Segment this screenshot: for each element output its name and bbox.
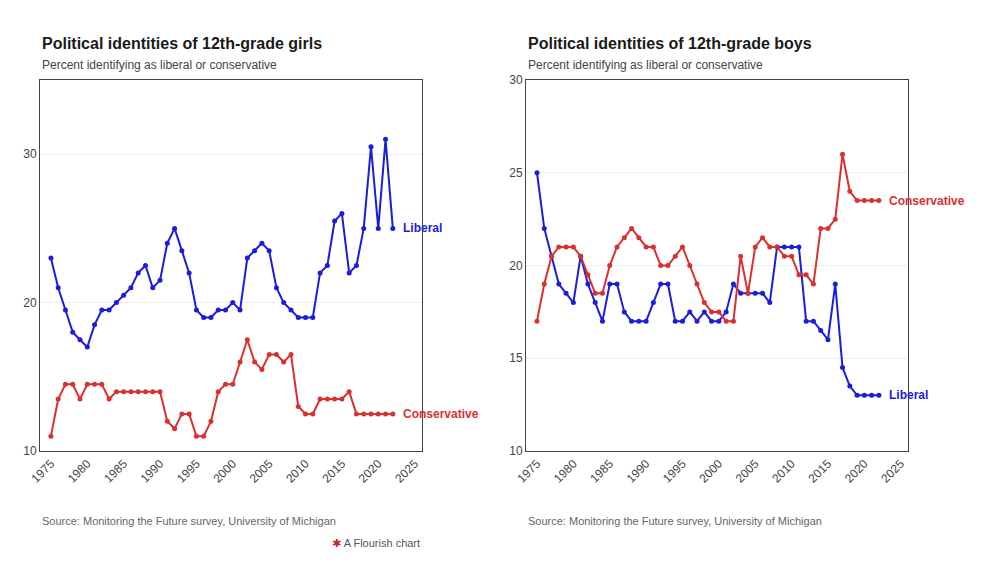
svg-text:Source: Monitoring the Future: Source: Monitoring the Future survey, Un…: [528, 515, 822, 527]
svg-text:2025: 2025: [878, 457, 907, 486]
svg-text:20: 20: [23, 296, 37, 310]
svg-text:Percent identifying as liberal: Percent identifying as liberal or conser…: [42, 58, 277, 72]
svg-text:10: 10: [509, 444, 523, 458]
svg-text:Source: Monitoring the Future: Source: Monitoring the Future survey, Un…: [42, 515, 336, 527]
svg-text:15: 15: [509, 351, 523, 365]
svg-text:Conservative: Conservative: [403, 407, 479, 421]
svg-text:1975: 1975: [28, 457, 57, 486]
svg-text:2010: 2010: [283, 457, 312, 486]
svg-text:2025: 2025: [392, 457, 421, 486]
svg-text:10: 10: [23, 444, 37, 458]
svg-text:1975: 1975: [515, 457, 544, 486]
svg-text:1995: 1995: [660, 457, 689, 486]
svg-text:2020: 2020: [842, 457, 871, 486]
svg-text:1990: 1990: [138, 457, 167, 486]
svg-text:Conservative: Conservative: [889, 194, 965, 208]
svg-text:1990: 1990: [624, 457, 653, 486]
svg-text:30: 30: [509, 73, 523, 87]
svg-text:1980: 1980: [551, 457, 580, 486]
svg-text:25: 25: [509, 166, 523, 180]
svg-text:1985: 1985: [587, 457, 616, 486]
svg-text:2000: 2000: [210, 457, 239, 486]
svg-text:20: 20: [509, 259, 523, 273]
svg-text:Political identities of 12th-g: Political identities of 12th-grade girls: [42, 35, 322, 52]
svg-text:2015: 2015: [319, 457, 348, 486]
svg-text:2005: 2005: [733, 457, 762, 486]
svg-text:Liberal: Liberal: [889, 388, 928, 402]
svg-text:2015: 2015: [806, 457, 835, 486]
svg-text:Liberal: Liberal: [403, 221, 442, 235]
svg-text:1995: 1995: [174, 457, 203, 486]
svg-text:2005: 2005: [247, 457, 276, 486]
svg-text:1985: 1985: [101, 457, 130, 486]
svg-text:Political identities of 12th-g: Political identities of 12th-grade boys: [528, 35, 812, 52]
svg-text:1980: 1980: [65, 457, 94, 486]
svg-text:Percent identifying as liberal: Percent identifying as liberal or conser…: [528, 58, 763, 72]
svg-text:30: 30: [23, 147, 37, 161]
svg-text:2000: 2000: [696, 457, 725, 486]
svg-text:2020: 2020: [356, 457, 385, 486]
svg-text:2010: 2010: [769, 457, 798, 486]
svg-text:✱ A Flourish chart: ✱ A Flourish chart: [332, 537, 420, 549]
